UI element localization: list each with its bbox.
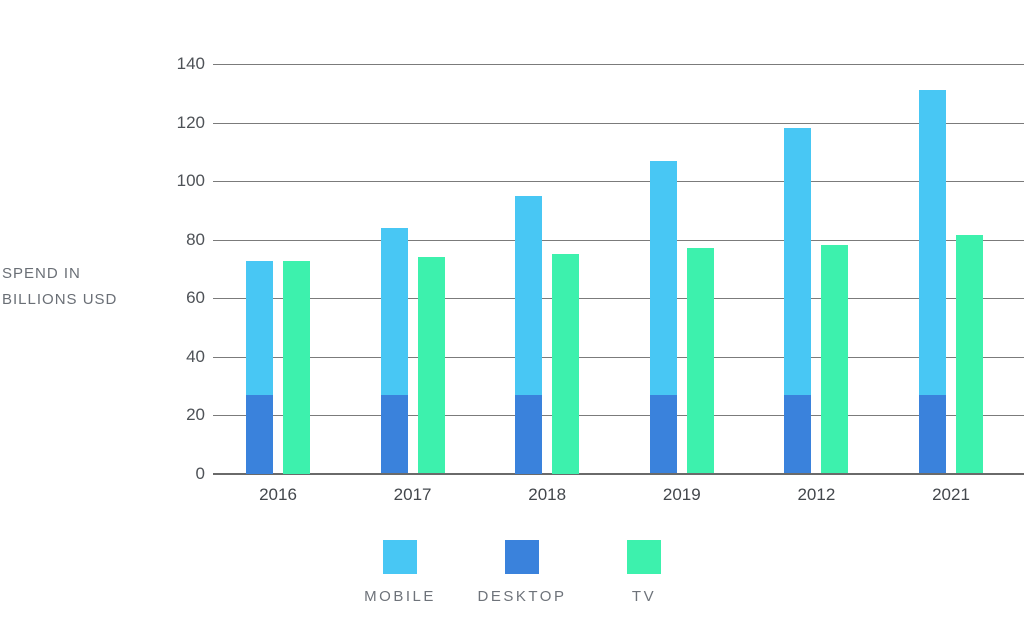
bar-tv-2012 [821,245,849,474]
gridline-y-100 [213,181,1024,182]
y-tick-label-60: 60 [186,288,205,307]
bar-tv-2016 [283,261,310,474]
y-tick-label-40: 40 [186,346,205,366]
bar-desktop-segment-2019 [649,394,677,474]
gridline-y-60 [213,298,1024,299]
x-tick-label-2017: 2017 [393,485,432,504]
bar-mobile-2019 [649,160,677,474]
bar-desktop-segment-2012 [784,394,812,474]
gridline-y-140 [213,64,1024,65]
y-tick-label-20: 20 [186,405,205,424]
bar-desktop-segment-2017 [380,394,408,474]
y-tick-label-80: 80 [186,229,205,249]
bar-mobile-2017 [380,227,408,474]
legend-swatch-mobile [383,540,417,574]
x-tick-label-2018: 2018 [528,485,567,504]
legend-label-mobile: MOBILE [364,588,436,605]
bar-mobile-2021 [919,90,946,474]
y-tick-label-120: 120 [176,112,205,132]
bar-mobile-2018 [515,195,543,474]
legend-label-desktop: DESKTOP [477,588,567,605]
y-tick-label-0: 0 [195,463,205,483]
x-tick-label-2012: 2012 [797,485,836,504]
bar-mobile-2016 [246,261,273,474]
y-axis-title-line1: SPEND IN [2,265,81,282]
y-tick-label-140: 140 [176,54,205,73]
gridline-y-120 [213,122,1024,124]
bar-desktop-segment-2018 [515,394,543,474]
gridline-y-40 [213,356,1024,358]
bar-tv-2017 [417,257,445,474]
gridline-y-80 [213,239,1024,241]
x-tick-label-2016: 2016 [259,485,297,504]
legend-swatch-tv [627,540,661,574]
y-axis-title: SPEND IN BILLIONS USD [2,261,117,313]
y-axis-title-line2: BILLIONS USD [2,291,118,308]
bar-tv-2019 [686,248,714,474]
bar-tv-2021 [956,235,983,474]
bar-desktop-segment-2021 [919,394,946,474]
gridline-y-0 [213,472,1024,475]
x-tick-label-2021: 2021 [932,485,970,504]
legend-label-tv: TV [631,588,657,605]
bar-mobile-2012 [784,128,812,474]
bar-desktop-segment-2016 [246,394,273,474]
gridline-y-20 [213,415,1024,416]
bar-tv-2018 [552,254,580,474]
legend-swatch-desktop [505,540,539,574]
x-tick-label-2019: 2019 [662,485,701,504]
y-tick-label-100: 100 [176,171,205,190]
